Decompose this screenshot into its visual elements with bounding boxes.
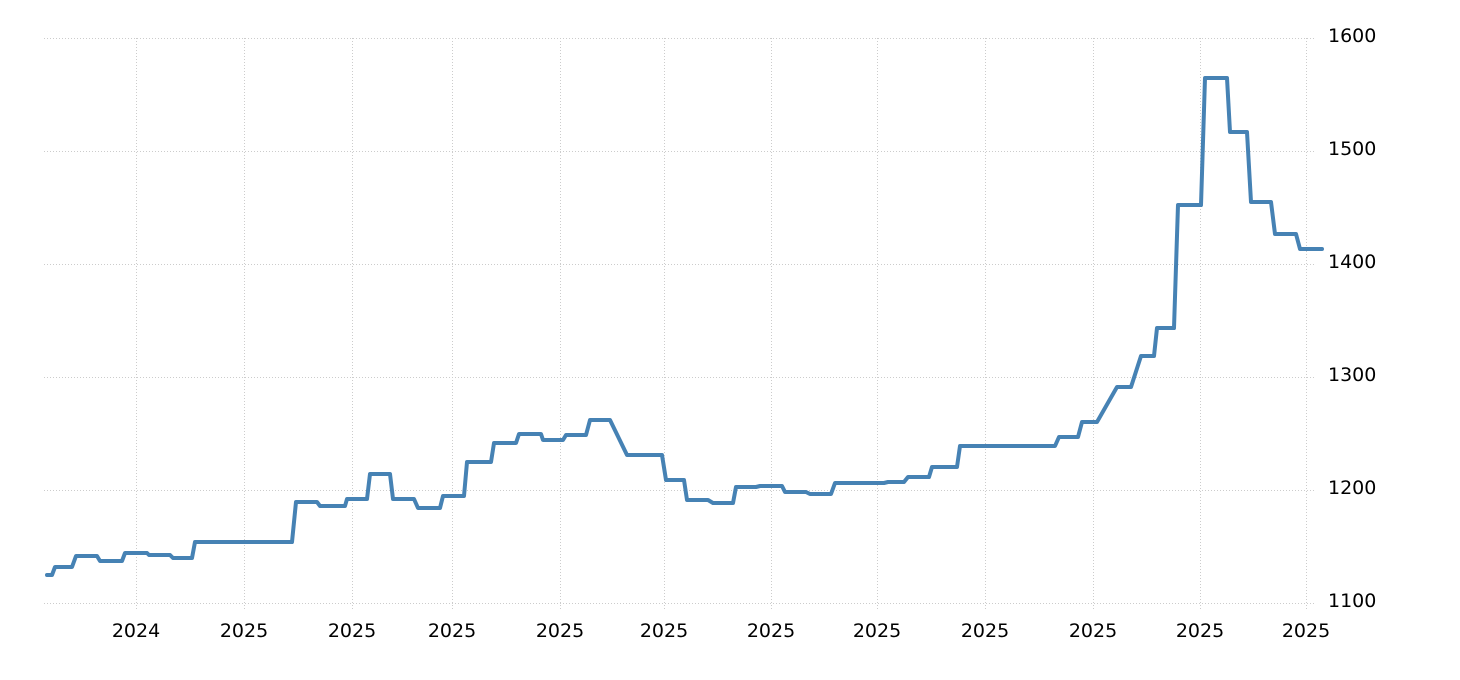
x-tick-label: 2025	[1175, 620, 1225, 642]
x-tick-label: 2025	[535, 620, 585, 642]
grid-lines	[44, 38, 1316, 611]
x-tick-label: 2025	[219, 620, 269, 642]
y-tick-label: 1200	[1328, 477, 1377, 499]
x-tick-label: 2025	[852, 620, 902, 642]
x-tick-label: 2025	[746, 620, 796, 642]
x-tick-label: 2025	[1281, 620, 1331, 642]
x-tick-label: 2025	[960, 620, 1010, 642]
x-tick-label: 2024	[111, 620, 161, 642]
x-tick-label: 2025	[639, 620, 689, 642]
y-tick-label: 1300	[1328, 364, 1377, 386]
x-tick-label: 2025	[1068, 620, 1118, 642]
y-tick-label: 1500	[1328, 138, 1377, 160]
data-line	[45, 76, 1324, 577]
y-tick-label: 1100	[1328, 590, 1377, 612]
y-tick-label: 1400	[1328, 251, 1377, 273]
x-tick-label: 2025	[427, 620, 477, 642]
y-tick-label: 1600	[1328, 25, 1377, 47]
x-tick-label: 2025	[327, 620, 377, 642]
